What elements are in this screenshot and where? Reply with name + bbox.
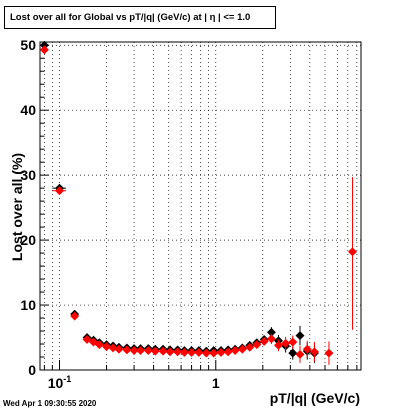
data-point [122,345,132,355]
data-point [230,345,240,356]
data-point [302,344,312,354]
data-point [288,337,298,347]
data-point [266,334,276,344]
data-point [108,343,118,353]
data-point [252,340,262,350]
y-tick-label: 30 [20,167,36,183]
data-point [82,334,92,345]
data-point [129,345,139,356]
y-tick-label: 50 [20,37,36,53]
data-point [158,346,168,356]
y-axis-title: Lost over all (%) [9,153,25,261]
y-tick-label: 10 [20,297,36,313]
data-point [165,347,175,357]
data-point [288,348,298,358]
data-point [102,342,112,352]
data-point [70,311,80,321]
data-point [216,347,226,358]
data-point [187,347,197,358]
axes: 0 10 20 30 40 50 10-1 1 [20,37,358,391]
data-point [94,340,104,350]
y-tick-label: 0 [28,362,36,378]
x-axis-title: pT/|q| (GeV/c) [270,390,360,406]
grid-lines [40,42,361,370]
data-point [143,345,153,356]
footer-timestamp: Wed Apr 1 09:30:55 2020 [3,399,97,408]
data-point [150,346,160,356]
data-point [259,336,269,346]
x-tick-label: 10-1 [48,374,72,391]
data-point [324,348,334,358]
data-point [179,347,189,358]
data-series [39,40,358,365]
data-point [245,342,255,352]
x-tick-label: 1 [212,375,220,391]
y-tick-label: 40 [20,102,36,118]
chart-title: Lost over all for Global vs pT/|q| (GeV/… [4,6,276,29]
data-point [201,348,211,358]
data-point [295,349,305,359]
data-point [39,45,49,55]
data-point [209,348,219,358]
data-point [194,347,204,358]
y-tick-label: 20 [20,232,36,248]
data-point [347,247,358,257]
data-point [309,347,319,357]
data-point [114,344,124,354]
data-point [54,186,65,196]
data-point [135,345,146,356]
data-point [273,340,284,350]
data-point [173,347,183,357]
data-point [295,331,305,341]
data-point [237,344,247,354]
